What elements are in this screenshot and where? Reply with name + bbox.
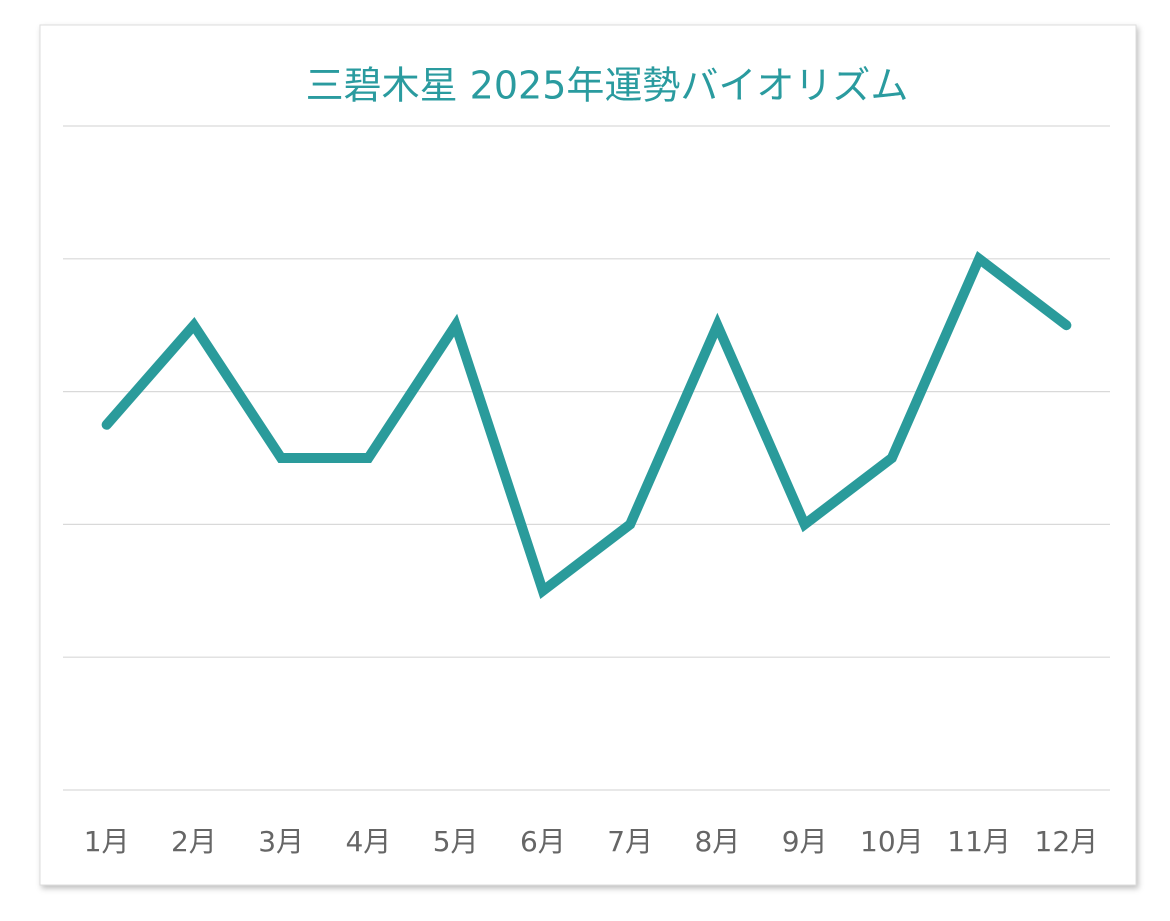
x-tick-label: 4月 (345, 825, 391, 858)
series-line (101, 250, 1072, 600)
chart-title: 三碧木星 2025年運勢バイオリズム (306, 64, 909, 108)
x-tick-label: 7月 (607, 825, 653, 858)
x-tick-label: 3月 (258, 825, 304, 858)
x-tick-label: 5月 (433, 825, 479, 858)
chart-card (39, 24, 1137, 886)
x-tick-label: 2月 (171, 825, 217, 858)
x-tick-label: 10月 (860, 825, 924, 858)
x-tick-label: 1月 (84, 825, 130, 858)
x-tick-label: 9月 (782, 825, 828, 858)
x-tick-label: 6月 (520, 825, 566, 858)
x-tick-label: 12月 (1035, 825, 1099, 858)
x-tick-label: 8月 (694, 825, 740, 858)
x-tick-label: 11月 (947, 825, 1011, 858)
